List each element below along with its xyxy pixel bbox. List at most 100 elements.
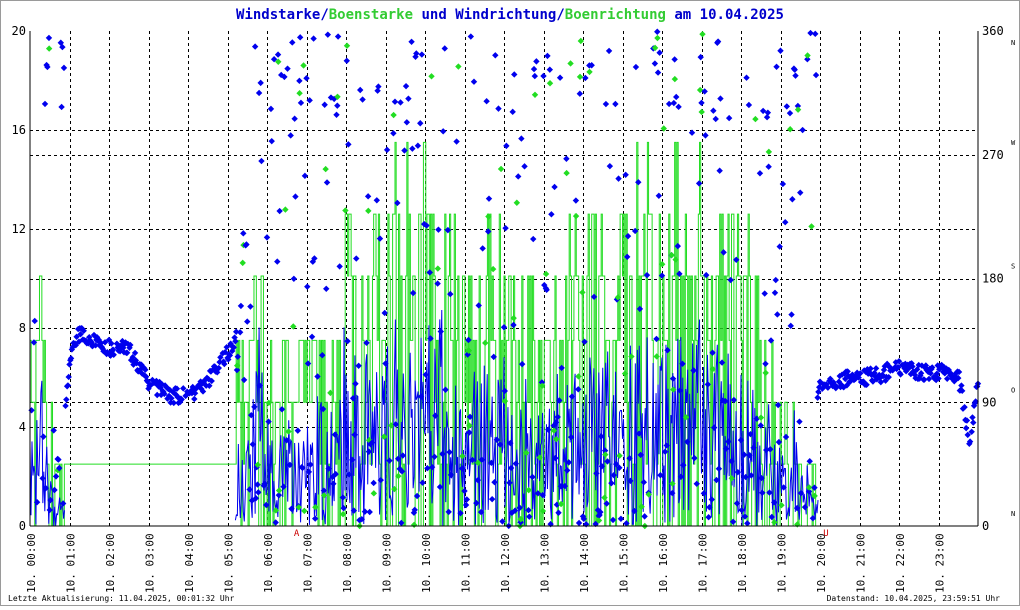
- wind-direction-point: [963, 417, 971, 424]
- wind-direction-point: [753, 415, 760, 422]
- wind-direction-point: [895, 358, 903, 365]
- wind-direction-point: [812, 30, 819, 38]
- x-tick-label: 10. 20:00: [815, 533, 828, 593]
- gust-direction-point: [586, 68, 593, 76]
- wind-direction-point: [281, 73, 288, 81]
- wind-direction-point: [257, 79, 264, 87]
- wind-direction-point: [358, 516, 365, 523]
- wind-direction-point: [409, 145, 416, 152]
- wind-direction-point: [698, 99, 705, 107]
- wind-direction-point: [671, 56, 678, 63]
- wind-direction-point: [730, 396, 738, 404]
- wind-direction-point: [355, 362, 362, 369]
- wind-direction-point: [643, 271, 651, 279]
- gust-direction-point: [601, 494, 608, 501]
- wind-direction-point: [414, 142, 422, 149]
- gust-direction-point: [275, 487, 283, 494]
- gust-direction-point: [380, 433, 388, 440]
- gust-direction-point: [808, 223, 815, 230]
- wind-direction-point: [712, 115, 719, 123]
- wind-direction-point: [958, 382, 965, 389]
- gust-direction-point: [501, 397, 509, 405]
- wind-direction-point: [349, 395, 357, 402]
- gust-direction-point: [497, 165, 505, 173]
- wind-direction-point: [656, 49, 663, 56]
- wind-direction-point: [254, 481, 261, 488]
- wind-direction-point: [928, 364, 936, 371]
- gust-direction-point: [669, 480, 676, 487]
- wind-direction-point: [296, 77, 303, 85]
- wind-direction-point: [962, 424, 970, 432]
- wind-direction-point: [838, 381, 845, 388]
- wind-direction-point: [453, 138, 460, 145]
- wind-direction-point: [756, 170, 764, 177]
- wind-direction-point: [518, 360, 526, 368]
- footer-data-state: Datenstand: 10.04.2025, 23:59:51 Uhr: [827, 594, 1001, 603]
- wind-direction-point: [65, 373, 72, 381]
- wind-direction-point: [767, 446, 774, 453]
- gust-direction-point: [510, 314, 517, 322]
- wind-direction-point: [746, 452, 753, 459]
- wind-direction-point: [493, 436, 501, 443]
- wind-direction-point: [307, 461, 314, 468]
- gust-direction-point: [233, 362, 241, 369]
- wind-direction-point: [823, 381, 830, 388]
- wind-direction-point: [319, 405, 327, 413]
- wind-direction-point: [727, 276, 734, 284]
- wind-direction-point: [904, 361, 911, 369]
- wind-direction-point: [654, 69, 662, 76]
- title-part-date: am 10.04.2025: [666, 7, 784, 23]
- wind-direction-point: [533, 58, 540, 65]
- wind-direction-point: [344, 337, 351, 345]
- compass-label: N: [1011, 39, 1015, 47]
- wind-direction-point: [82, 337, 90, 345]
- wind-direction-point: [786, 109, 794, 117]
- compass-label: O: [1011, 386, 1015, 394]
- wind-direction-point: [50, 427, 57, 434]
- wind-direction-point: [39, 475, 46, 482]
- wind-direction-point: [201, 377, 208, 384]
- x-tick-label: 10. 08:00: [341, 533, 354, 593]
- gust-direction-point: [567, 60, 574, 67]
- gust-direction-point: [254, 461, 261, 468]
- chart-title: Windstarke/Boenstarke und Windrichtung/B…: [236, 7, 784, 23]
- wind-direction-point: [31, 317, 38, 325]
- wind-direction-point: [615, 175, 622, 182]
- wind-direction-point: [418, 51, 426, 58]
- wind-direction-point: [627, 477, 634, 485]
- wind-direction-point: [439, 450, 446, 458]
- wind-direction-point: [401, 147, 408, 154]
- x-tick-label: 10. 22:00: [894, 533, 907, 593]
- wind-direction-point: [447, 471, 455, 479]
- gust-direction-point: [762, 369, 769, 377]
- wind-direction-point: [417, 120, 424, 127]
- wind-direction-point: [469, 456, 476, 464]
- gust-direction-point: [474, 459, 482, 467]
- wind-direction-point: [703, 271, 710, 279]
- wind-direction-point: [462, 501, 470, 509]
- wind-direction-point: [397, 99, 404, 106]
- wind-direction-point: [256, 382, 264, 389]
- wind-direction-point: [927, 370, 934, 377]
- gust-direction-point: [275, 58, 282, 65]
- gust-direction-point: [342, 207, 349, 214]
- wind-direction-point: [240, 230, 247, 237]
- wind-direction-point: [529, 473, 536, 481]
- wind-direction-point: [364, 193, 372, 200]
- wind-direction-point: [680, 461, 687, 469]
- wind-direction-point: [59, 500, 67, 507]
- wind-direction-point: [325, 465, 332, 472]
- wind-direction-point: [568, 393, 576, 400]
- gust-direction-point: [765, 148, 773, 156]
- wind-direction-point: [725, 438, 732, 445]
- title-part-boenrichtung: Boenrichtung: [565, 7, 666, 23]
- wind-direction-point: [373, 197, 381, 204]
- wind-direction-point: [740, 451, 748, 458]
- wind-direction-point: [517, 519, 524, 526]
- wind-direction-point: [376, 235, 384, 242]
- x-tick-label: 10. 00:00: [25, 533, 38, 593]
- wind-direction-point: [206, 382, 213, 389]
- axes: 0 4 8 12 16 20 0 N 90 O 180 S 270 W 360 N 10. 00:00 10. 0…: [12, 24, 1016, 593]
- wind-direction-point: [232, 338, 239, 345]
- gust-direction-point: [651, 44, 659, 52]
